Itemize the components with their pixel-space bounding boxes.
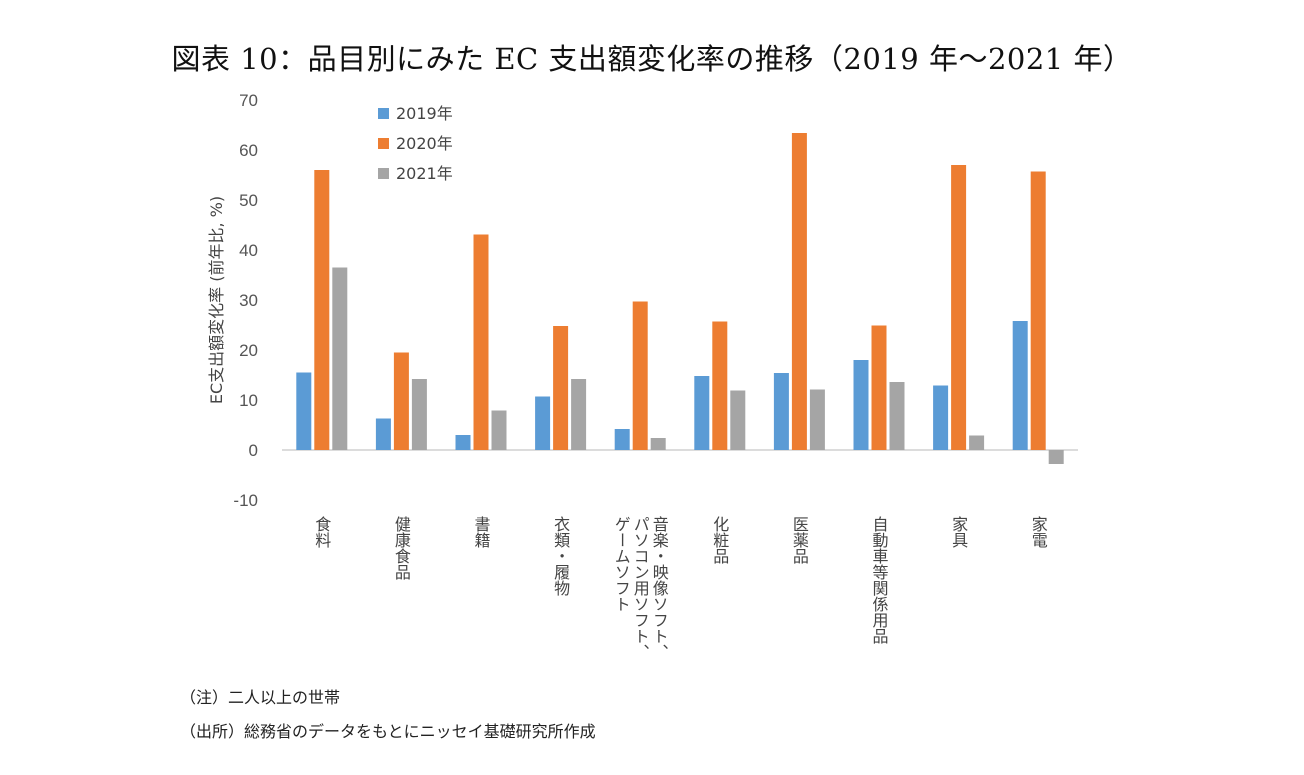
bar-2020-0 bbox=[314, 170, 330, 450]
bar-2020-4 bbox=[632, 301, 648, 450]
category-label: 音楽・映像ソフト、 bbox=[650, 516, 669, 660]
y-tick-label: 70 bbox=[239, 91, 258, 110]
bar-2021-0 bbox=[332, 267, 348, 450]
category-label: 衣類・履物 bbox=[551, 516, 570, 597]
category-label: 食料 bbox=[312, 516, 331, 548]
legend-swatch bbox=[378, 108, 389, 119]
bar-2020-7 bbox=[871, 325, 887, 450]
bar-2020-3 bbox=[553, 326, 569, 450]
bar-2020-1 bbox=[393, 352, 409, 450]
bar-2020-6 bbox=[791, 133, 807, 450]
bar-2021-3 bbox=[571, 379, 587, 450]
legend-label: 2021年 bbox=[396, 164, 453, 183]
bar-2021-4 bbox=[650, 438, 666, 450]
y-axis-title: EC支出額変化率 (前年比, %) bbox=[207, 196, 226, 404]
y-tick-label: 40 bbox=[239, 241, 258, 260]
bar-2021-2 bbox=[491, 410, 507, 450]
footnote-source: （出所）総務省のデータをもとにニッセイ基礎研究所作成 bbox=[180, 722, 596, 741]
bar-2020-5 bbox=[712, 321, 728, 450]
bars-group bbox=[296, 133, 1064, 464]
category-label: パソコン用ソフト、 bbox=[631, 516, 650, 660]
category-label: 医薬品 bbox=[790, 516, 809, 564]
y-axis: -10 0 10 20 30 40 50 60 70 bbox=[233, 91, 258, 510]
chart-title: 図表 10：品目別にみた EC 支出額変化率の推移（2019 年～2021 年） bbox=[171, 42, 1133, 76]
category-label: 健康食品 bbox=[392, 516, 411, 580]
bar-2019-3 bbox=[535, 396, 551, 450]
category-label: 化粧品 bbox=[710, 516, 729, 564]
bar-2020-8 bbox=[951, 165, 967, 450]
category-label: 家具 bbox=[949, 516, 968, 548]
bar-2019-2 bbox=[455, 435, 471, 450]
bar-2021-8 bbox=[969, 435, 985, 450]
bar-2021-9 bbox=[1048, 450, 1064, 464]
bar-2019-5 bbox=[694, 376, 710, 450]
category-labels: 食料 健康食品 書籍 衣類・履物 音楽・映像ソフト、パソコン用ソフト、ゲームソフト 化粧品… bbox=[312, 516, 1047, 660]
legend-swatch bbox=[378, 138, 389, 149]
y-axis-title-group: EC支出額変化率 (前年比, %) bbox=[207, 196, 226, 404]
bar-2021-1 bbox=[411, 379, 427, 450]
bar-2021-5 bbox=[730, 390, 746, 450]
bar-2019-4 bbox=[614, 429, 630, 450]
footnote-note: （注）二人以上の世帯 bbox=[180, 688, 341, 707]
y-tick-label: -10 bbox=[233, 491, 258, 510]
category-label: 自動車等関係用品 bbox=[870, 516, 889, 644]
bar-2021-7 bbox=[889, 382, 905, 450]
legend: 2019年 2020年 2021年 bbox=[378, 104, 453, 183]
category-label: 書籍 bbox=[472, 516, 491, 548]
bar-2019-7 bbox=[853, 360, 869, 450]
bar-2020-2 bbox=[473, 234, 489, 450]
category-label: 家電 bbox=[1029, 516, 1048, 548]
y-tick-label: 20 bbox=[239, 341, 258, 360]
bar-2020-9 bbox=[1030, 171, 1046, 450]
y-tick-label: 30 bbox=[239, 291, 258, 310]
bar-2019-9 bbox=[1012, 321, 1028, 450]
category-label: ゲームソフト bbox=[612, 516, 631, 612]
y-tick-label: 50 bbox=[239, 191, 258, 210]
legend-label: 2019年 bbox=[396, 104, 453, 123]
bar-2019-8 bbox=[933, 385, 949, 450]
y-tick-label: 0 bbox=[249, 441, 258, 460]
y-tick-label: 10 bbox=[239, 391, 258, 410]
bar-2019-6 bbox=[773, 373, 789, 450]
bar-2019-1 bbox=[375, 418, 391, 450]
y-tick-label: 60 bbox=[239, 141, 258, 160]
bar-2019-0 bbox=[296, 372, 312, 450]
legend-label: 2020年 bbox=[396, 134, 453, 153]
legend-swatch bbox=[378, 168, 389, 179]
bar-2021-6 bbox=[809, 389, 825, 450]
